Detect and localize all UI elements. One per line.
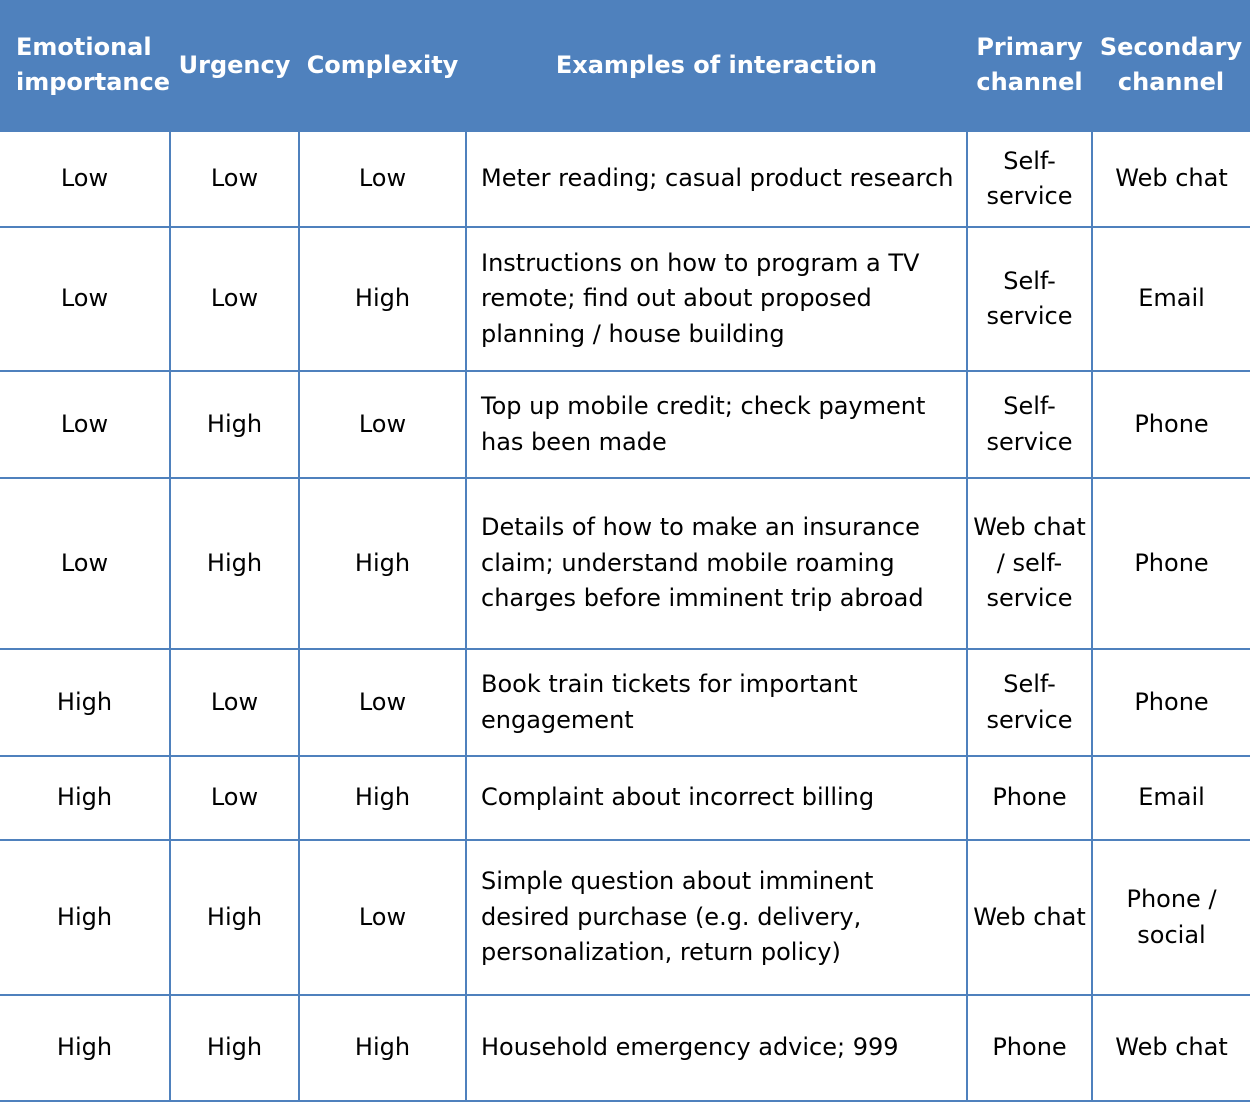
table-row: Low Low High Instructions on how to prog… <box>0 226 1250 372</box>
cell-emotional: High <box>0 839 171 996</box>
cell-primary: Self-service <box>966 226 1093 372</box>
cell-urgency: Low <box>169 648 300 757</box>
table-row: High High High Household emergency advic… <box>0 994 1250 1102</box>
cell-primary: Phone <box>966 994 1093 1102</box>
cell-secondary: Email <box>1091 226 1250 372</box>
cell-secondary: Phone <box>1091 370 1250 479</box>
cell-emotional: Low <box>0 370 171 479</box>
cell-complexity: Low <box>298 839 467 996</box>
cell-example: Details of how to make an insurance clai… <box>465 477 968 650</box>
cell-primary: Web chat / self-service <box>966 477 1093 650</box>
cell-urgency: Low <box>169 130 300 228</box>
cell-complexity: Low <box>298 130 467 228</box>
cell-secondary: Phone <box>1091 648 1250 757</box>
header-emotional-importance: Emotional importance <box>0 0 170 132</box>
cell-primary: Self-service <box>966 370 1093 479</box>
header-primary-channel: Primary channel <box>967 0 1092 132</box>
cell-emotional: High <box>0 755 171 841</box>
cell-primary: Self-service <box>966 648 1093 757</box>
cell-secondary: Web chat <box>1091 994 1250 1102</box>
table-row: High Low High Complaint about incorrect … <box>0 755 1250 841</box>
header-examples: Examples of interaction <box>466 0 967 132</box>
cell-secondary: Phone <box>1091 477 1250 650</box>
cell-primary: Phone <box>966 755 1093 841</box>
cell-example: Top up mobile credit; check payment has … <box>465 370 968 479</box>
cell-complexity: Low <box>298 370 467 479</box>
cell-urgency: High <box>169 477 300 650</box>
cell-secondary: Email <box>1091 755 1250 841</box>
cell-complexity: High <box>298 477 467 650</box>
cell-emotional: Low <box>0 226 171 372</box>
cell-urgency: High <box>169 994 300 1102</box>
cell-urgency: High <box>169 839 300 996</box>
cell-complexity: High <box>298 994 467 1102</box>
cell-example: Book train tickets for important engagem… <box>465 648 968 757</box>
cell-secondary: Web chat <box>1091 130 1250 228</box>
table-body: Low Low Low Meter reading; casual produc… <box>0 130 1250 1102</box>
cell-emotional: Low <box>0 130 171 228</box>
cell-example: Simple question about imminent desired p… <box>465 839 968 996</box>
header-urgency: Urgency <box>170 0 299 132</box>
cell-primary: Self-service <box>966 130 1093 228</box>
table-row: Low High Low Top up mobile credit; check… <box>0 370 1250 479</box>
table-row: Low High High Details of how to make an … <box>0 477 1250 650</box>
cell-emotional: High <box>0 994 171 1102</box>
cell-example: Household emergency advice; 999 <box>465 994 968 1102</box>
cell-complexity: High <box>298 755 467 841</box>
cell-secondary: Phone / social <box>1091 839 1250 996</box>
table-row: High Low Low Book train tickets for impo… <box>0 648 1250 757</box>
cell-urgency: High <box>169 370 300 479</box>
cell-example: Instructions on how to program a TV remo… <box>465 226 968 372</box>
cell-complexity: High <box>298 226 467 372</box>
table-row: High High Low Simple question about immi… <box>0 839 1250 996</box>
table-header: Emotional importance Urgency Complexity … <box>0 0 1250 132</box>
header-complexity: Complexity <box>299 0 466 132</box>
header-row: Emotional importance Urgency Complexity … <box>0 0 1250 132</box>
cell-urgency: Low <box>169 226 300 372</box>
cell-complexity: Low <box>298 648 467 757</box>
table-row: Low Low Low Meter reading; casual produc… <box>0 130 1250 228</box>
cell-primary: Web chat <box>966 839 1093 996</box>
cell-urgency: Low <box>169 755 300 841</box>
cell-example: Complaint about incorrect billing <box>465 755 968 841</box>
cell-example: Meter reading; casual product research <box>465 130 968 228</box>
cell-emotional: High <box>0 648 171 757</box>
header-secondary-channel: Secondary channel <box>1092 0 1250 132</box>
cell-emotional: Low <box>0 477 171 650</box>
